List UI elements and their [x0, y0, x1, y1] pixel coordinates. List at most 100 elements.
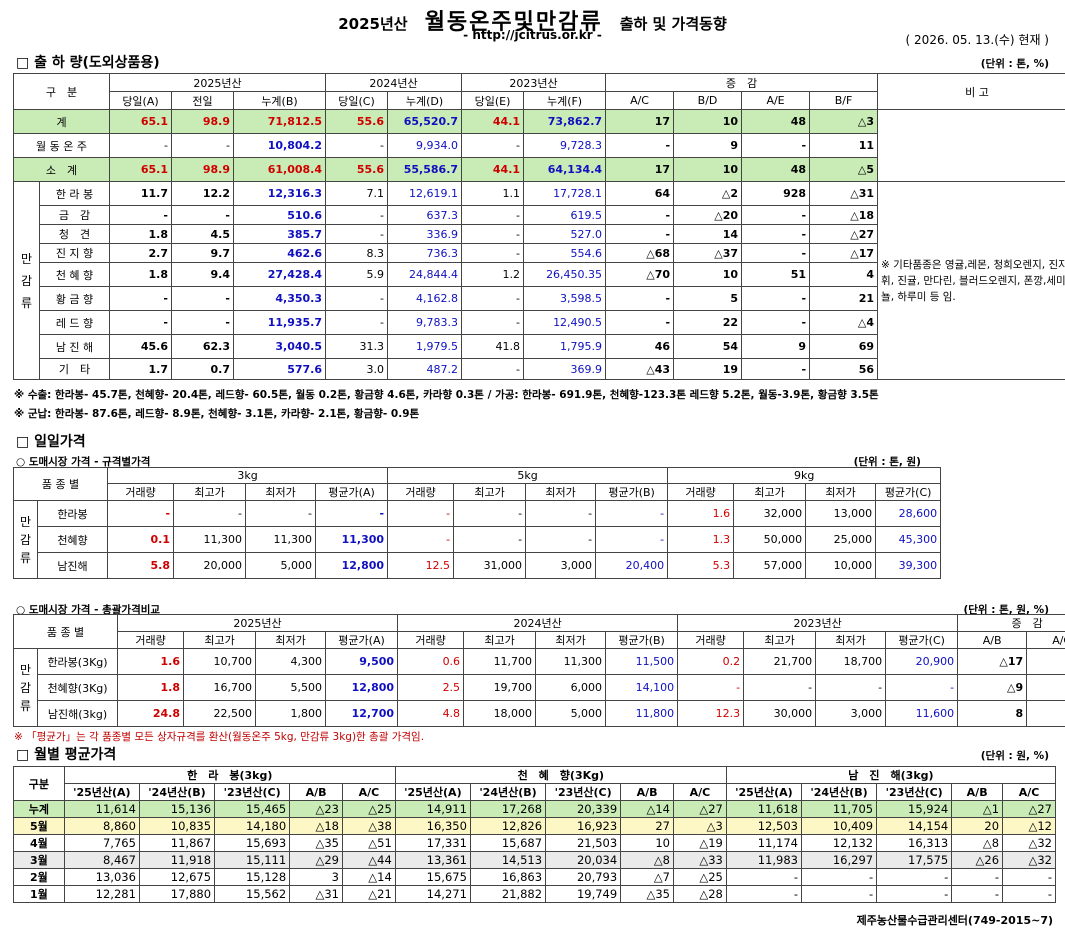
remark-cell: ※ 기타품종은 영귤,레몬, 청희오렌지, 진지휘, 진귤, 만다린, 블러드오… — [877, 181, 1065, 380]
data-cell: 3,000 — [525, 552, 597, 579]
data-cell: 3.0 — [325, 358, 389, 380]
col-header: 거래량 — [107, 483, 175, 501]
col-header: 평균가(A) — [325, 631, 399, 649]
table-row: 5월 8,860 10,835 14,180 △18 △38 16,350 12,826 16,… — [13, 817, 1056, 835]
data-cell: 11,983 — [725, 851, 802, 869]
data-cell: 71,812.5 — [232, 109, 327, 134]
monthly-section-title: □ 월별 평균가격 — [16, 747, 117, 763]
row-label: 누계 — [13, 800, 65, 818]
data-cell: 7.1 — [325, 181, 389, 206]
col-header: '25년산(A) — [725, 783, 802, 801]
col-header: '23년산(C) — [214, 783, 291, 801]
row-label: 2월 — [13, 868, 65, 886]
data-cell: △35 — [620, 885, 674, 903]
data-cell: 336.9 — [387, 224, 463, 244]
data-cell: 64 — [605, 181, 675, 206]
col-header: A/C — [1026, 631, 1065, 649]
data-cell: 1.2 — [461, 262, 525, 287]
data-cell: △1 — [951, 800, 1004, 818]
data-cell: 6,000 — [535, 674, 607, 701]
data-cell: 11.7 — [109, 181, 172, 206]
table-row: 만 감 류 한라봉 - - - - - - - -1.6 32,000 13,000 28,600 — [13, 500, 942, 579]
col-header-group: 천 혜 향(3Kg) — [394, 766, 727, 784]
data-cell: 11,935.7 — [232, 310, 327, 335]
data-cell: - — [951, 885, 1004, 903]
document-header: 2025년산 월동온주및만감류 출하 및 가격동향 — [0, 4, 1065, 44]
data-cell: 619.5 — [523, 205, 607, 225]
data-cell: 13,361 — [394, 851, 471, 869]
data-cell: 11,300 — [173, 526, 247, 553]
data-cell: 1.6 — [667, 500, 735, 527]
data-cell: 1.6 — [117, 648, 185, 675]
col-header-gubun: 구 분 — [13, 73, 110, 110]
data-cell: 12,619.1 — [387, 181, 463, 206]
data-cell: - — [741, 243, 811, 263]
col-header-variety: 품 종 별 — [12, 614, 119, 649]
total-price-table: 품 종 별 2025년산 2024년산 2023년산 증 감 거래량 최고가 최저가 평균가(A… — [12, 614, 1065, 727]
data-cell: 26,450.35 — [523, 262, 607, 287]
data-cell: 369.9 — [523, 358, 607, 380]
row-label: 천혜향 — [36, 526, 109, 553]
data-cell: 928 — [741, 181, 811, 206]
col-header: 당일(E) — [461, 91, 525, 110]
col-header: 당일(C) — [325, 91, 389, 110]
col-header: '25년산(A) — [394, 783, 471, 801]
data-cell: 11,918 — [138, 851, 216, 869]
data-cell: 15,562 — [214, 885, 291, 903]
row-label: 월 동 온 주 — [13, 133, 110, 158]
data-cell: △35 — [289, 834, 343, 852]
data-cell: 1.8 — [109, 224, 172, 244]
data-cell: 28,600 — [875, 500, 942, 527]
data-cell: - — [741, 358, 811, 380]
data-cell: △33 — [673, 851, 727, 869]
col-header-group: 9kg — [667, 467, 942, 484]
as-of-date: ( 2026. 05. 13.(수) 현재 ) — [905, 33, 1049, 47]
data-cell: △14 — [620, 800, 674, 818]
col-header-group: 2025년산 — [117, 614, 399, 632]
table-row: 품 종 별 3kg 5kg 9kg — [12, 467, 942, 501]
data-cell: △14 — [341, 868, 396, 886]
table-row: 남진해(3kg) 24.8 22,500 1,800 12,700 4.8 18,000 5,… — [14, 700, 1065, 727]
col-header-group: 남 진 해(3kg) — [725, 766, 1057, 784]
data-cell: 487.2 — [387, 358, 463, 380]
row-label: 1월 — [13, 885, 65, 903]
col-header: A/B — [957, 631, 1028, 649]
data-cell: 21,503 — [545, 834, 622, 852]
col-header: '24년산(B) — [800, 783, 878, 801]
data-cell: 12,675 — [138, 868, 216, 886]
data-cell: 17 — [605, 109, 675, 134]
col-header: A/C — [673, 783, 727, 801]
data-cell: △8 — [620, 851, 674, 869]
col-header: '25년산(A) — [63, 783, 140, 801]
data-cell: 31,000 — [453, 552, 527, 579]
data-cell: - — [605, 205, 675, 225]
data-cell: - — [315, 500, 389, 527]
data-cell: 11,867 — [138, 834, 216, 852]
data-cell: 73,862.7 — [523, 109, 607, 134]
data-cell: 0.6 — [397, 648, 465, 675]
data-cell: △38 — [341, 817, 396, 835]
data-cell: - — [876, 868, 953, 886]
data-cell: - — [725, 885, 802, 903]
data-cell: 21,882 — [469, 885, 547, 903]
shipment-note-export: ※ 수출: 한라봉- 45.7톤, 천혜향- 20.4톤, 레드향- 60.5톤… — [14, 389, 879, 401]
data-cell: 69 — [809, 334, 879, 359]
data-cell: 16,863 — [469, 868, 547, 886]
data-cell: △55 — [1026, 648, 1065, 675]
data-cell: 1,979.5 — [387, 334, 463, 359]
data-cell: 11,174 — [725, 834, 802, 852]
data-cell: 5 — [673, 286, 743, 311]
data-cell: 0.2 — [677, 648, 745, 675]
data-cell: - — [605, 310, 675, 335]
data-cell: - — [605, 286, 675, 311]
data-cell: 1,800 — [255, 700, 327, 727]
row-label: 남 진 해 — [39, 334, 110, 359]
data-cell: 64,134.4 — [523, 157, 607, 182]
group-label-mandarin: 만 감 류 — [13, 181, 40, 380]
data-cell: 15,111 — [214, 851, 291, 869]
col-header: 누계(D) — [387, 91, 463, 110]
data-cell: 14,100 — [605, 674, 679, 701]
data-cell: 12.2 — [171, 181, 234, 206]
data-cell: 14,154 — [876, 817, 953, 835]
data-cell: 11,700 — [463, 648, 537, 675]
